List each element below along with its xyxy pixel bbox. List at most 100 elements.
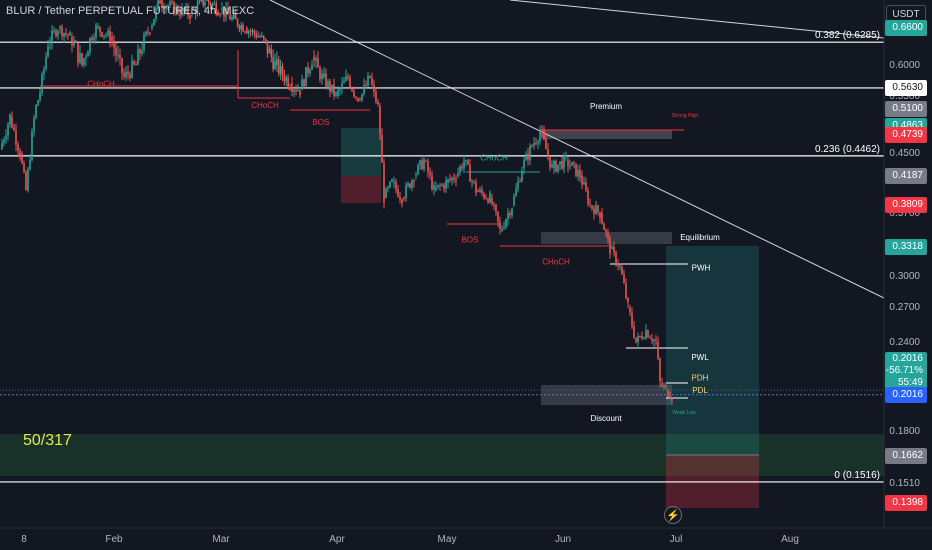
candle-body xyxy=(449,179,451,181)
candle-body xyxy=(85,56,87,59)
candle-body xyxy=(431,175,433,190)
candle-body xyxy=(367,75,369,86)
candle-body xyxy=(545,139,547,150)
candle-body xyxy=(317,58,319,68)
zone-label: PWH xyxy=(692,264,711,273)
candle-body xyxy=(270,48,273,58)
candle-body xyxy=(37,100,39,106)
candle-body xyxy=(291,83,293,92)
candle-body xyxy=(663,385,665,387)
candle-body xyxy=(447,179,449,183)
candle-body xyxy=(579,169,581,178)
candle-body xyxy=(131,61,133,78)
candle-body xyxy=(147,31,149,33)
candle-body xyxy=(539,131,541,142)
candle-body xyxy=(21,153,23,164)
price-tag: 0.3809 xyxy=(885,196,927,213)
candle-body xyxy=(191,9,193,14)
smc-label: CHoCH xyxy=(480,154,508,163)
candle-body xyxy=(194,9,197,14)
candle-body xyxy=(105,34,107,36)
candle-body xyxy=(443,184,445,189)
candle-body xyxy=(489,192,491,203)
candle-body xyxy=(247,31,250,34)
candle-body xyxy=(669,396,671,399)
smc-label: CHoCH xyxy=(87,80,115,89)
candle-body xyxy=(81,53,83,66)
candle-body xyxy=(177,6,179,14)
candle-body xyxy=(65,32,67,35)
price-tag: 0.6600 xyxy=(885,20,927,36)
candle-body xyxy=(202,0,204,6)
candle-body xyxy=(639,335,641,337)
candle-body xyxy=(351,87,353,91)
candle-body xyxy=(411,180,413,188)
candle-body xyxy=(5,135,7,140)
candle-body xyxy=(651,338,653,341)
candle-body xyxy=(9,114,11,125)
smc-label: BOS xyxy=(313,118,330,127)
equilibrium-box xyxy=(541,232,672,244)
candle-body xyxy=(27,169,29,191)
candle-body xyxy=(238,25,241,30)
candle-body xyxy=(329,81,331,92)
candle-body xyxy=(103,35,105,37)
candle-body xyxy=(325,73,327,88)
price-tag: 0.3318 xyxy=(885,239,927,256)
candle-body xyxy=(200,0,203,1)
x-tick-label: Apr xyxy=(329,534,345,545)
candle-body xyxy=(45,56,47,70)
candle-body xyxy=(53,30,55,32)
y-tick-label: 0.2400 xyxy=(889,337,920,348)
candle-body xyxy=(393,181,395,183)
candle-body xyxy=(419,160,421,165)
candle-body xyxy=(31,131,33,161)
candle-body xyxy=(343,80,345,84)
candle-body xyxy=(119,54,121,58)
candle-body xyxy=(661,383,663,386)
candle-body xyxy=(495,204,497,212)
zone-label: Premium xyxy=(590,102,622,111)
candle-body xyxy=(593,208,595,215)
candle-body xyxy=(645,330,647,339)
candle-body xyxy=(613,246,615,253)
candle-body xyxy=(192,9,195,11)
lightning-icon[interactable]: ⚡ xyxy=(664,506,682,524)
candle-body xyxy=(435,187,437,191)
zone-label: Discount xyxy=(590,414,622,423)
candle-body xyxy=(175,6,177,10)
candle-body xyxy=(165,6,167,9)
candle-body xyxy=(268,48,271,54)
candle-body xyxy=(607,232,609,239)
candle-body xyxy=(279,66,282,74)
candle-body xyxy=(659,358,661,382)
candle-body xyxy=(637,335,639,342)
candle-body xyxy=(327,81,329,88)
zone-label: Equilibrium xyxy=(680,233,720,242)
candle-body xyxy=(141,49,143,54)
candle-body xyxy=(483,193,485,198)
candle-body xyxy=(385,188,387,198)
price-tag: 0.4187 xyxy=(885,168,927,185)
candle-body xyxy=(11,116,13,128)
candle-body xyxy=(533,143,535,146)
candle-body xyxy=(266,40,269,54)
candle-body xyxy=(569,165,571,167)
candle-body xyxy=(571,162,573,166)
candle-body xyxy=(453,177,455,180)
candle-body xyxy=(647,330,649,338)
candle-body xyxy=(249,31,252,33)
candle-body xyxy=(601,213,603,224)
candle-body xyxy=(597,205,599,212)
candle-body xyxy=(17,144,19,151)
candle-body xyxy=(215,3,218,14)
candle-body xyxy=(15,130,17,145)
candle-body xyxy=(395,181,397,190)
candle-body xyxy=(181,7,183,16)
candle-body xyxy=(297,90,299,92)
candle-body xyxy=(611,246,613,249)
candle-body xyxy=(649,337,651,339)
candle-body xyxy=(295,89,297,91)
candle-body xyxy=(603,223,605,231)
